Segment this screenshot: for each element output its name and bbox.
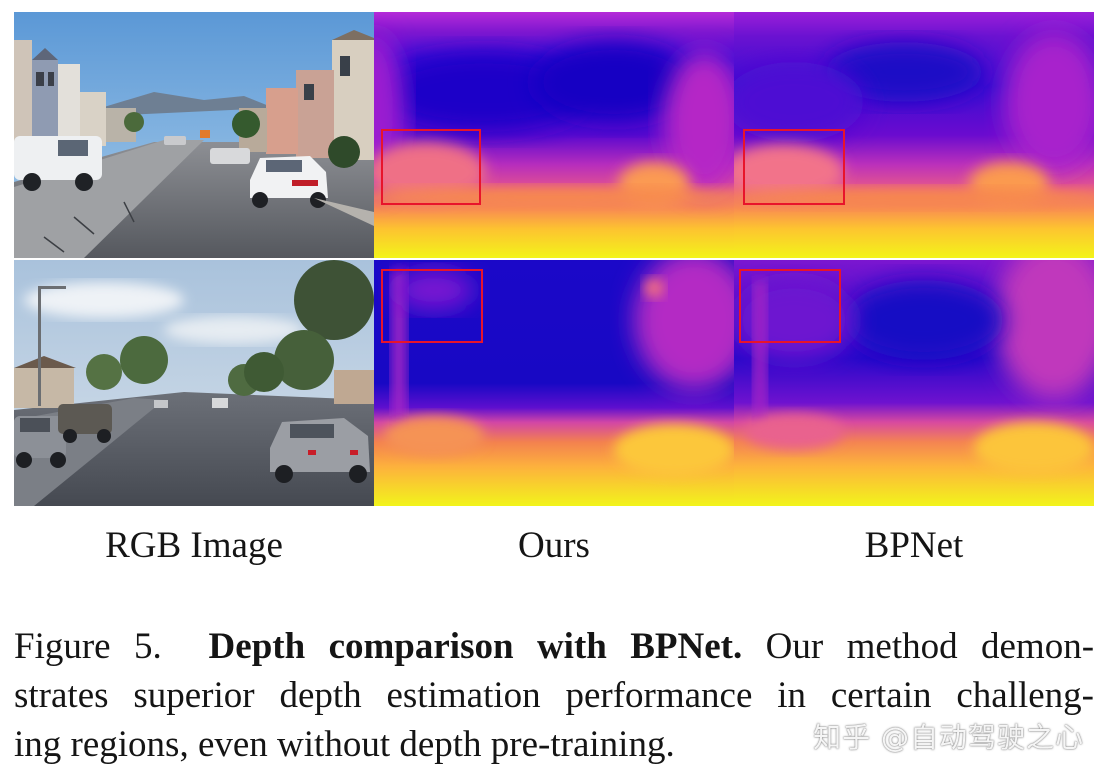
column-label-bpnet: BPNet — [864, 525, 964, 566]
column-label-rgb: RGB Image — [105, 525, 283, 566]
figure-caption: Figure 5. Depth comparison with BPNet. O… — [14, 622, 1094, 769]
caption-text-1: Our method demon- — [765, 626, 1095, 667]
depth-map-bpnet-row1 — [734, 12, 1094, 258]
rgb-image-row2 — [14, 260, 374, 506]
watermark: 知乎 @自动驾驶之心 — [813, 721, 1084, 754]
figure-grid — [14, 12, 1094, 506]
caption-title: Depth comparison with BPNet. — [208, 626, 743, 667]
caption-line-1: Figure 5. Depth comparison with BPNet. O… — [14, 622, 1094, 671]
figure-number: Figure 5. — [14, 626, 162, 667]
caption-line-3: ing regions, even without depth pre-trai… — [14, 724, 675, 765]
depth-map-ours-row1 — [374, 12, 734, 258]
caption-line-2: strates superior depth estimation perfor… — [14, 675, 1094, 716]
depth-map-bpnet-row2 — [734, 260, 1094, 506]
rgb-image-row1 — [14, 12, 374, 258]
column-label-ours: Ours — [518, 525, 590, 566]
depth-map-ours-row2 — [374, 260, 734, 506]
